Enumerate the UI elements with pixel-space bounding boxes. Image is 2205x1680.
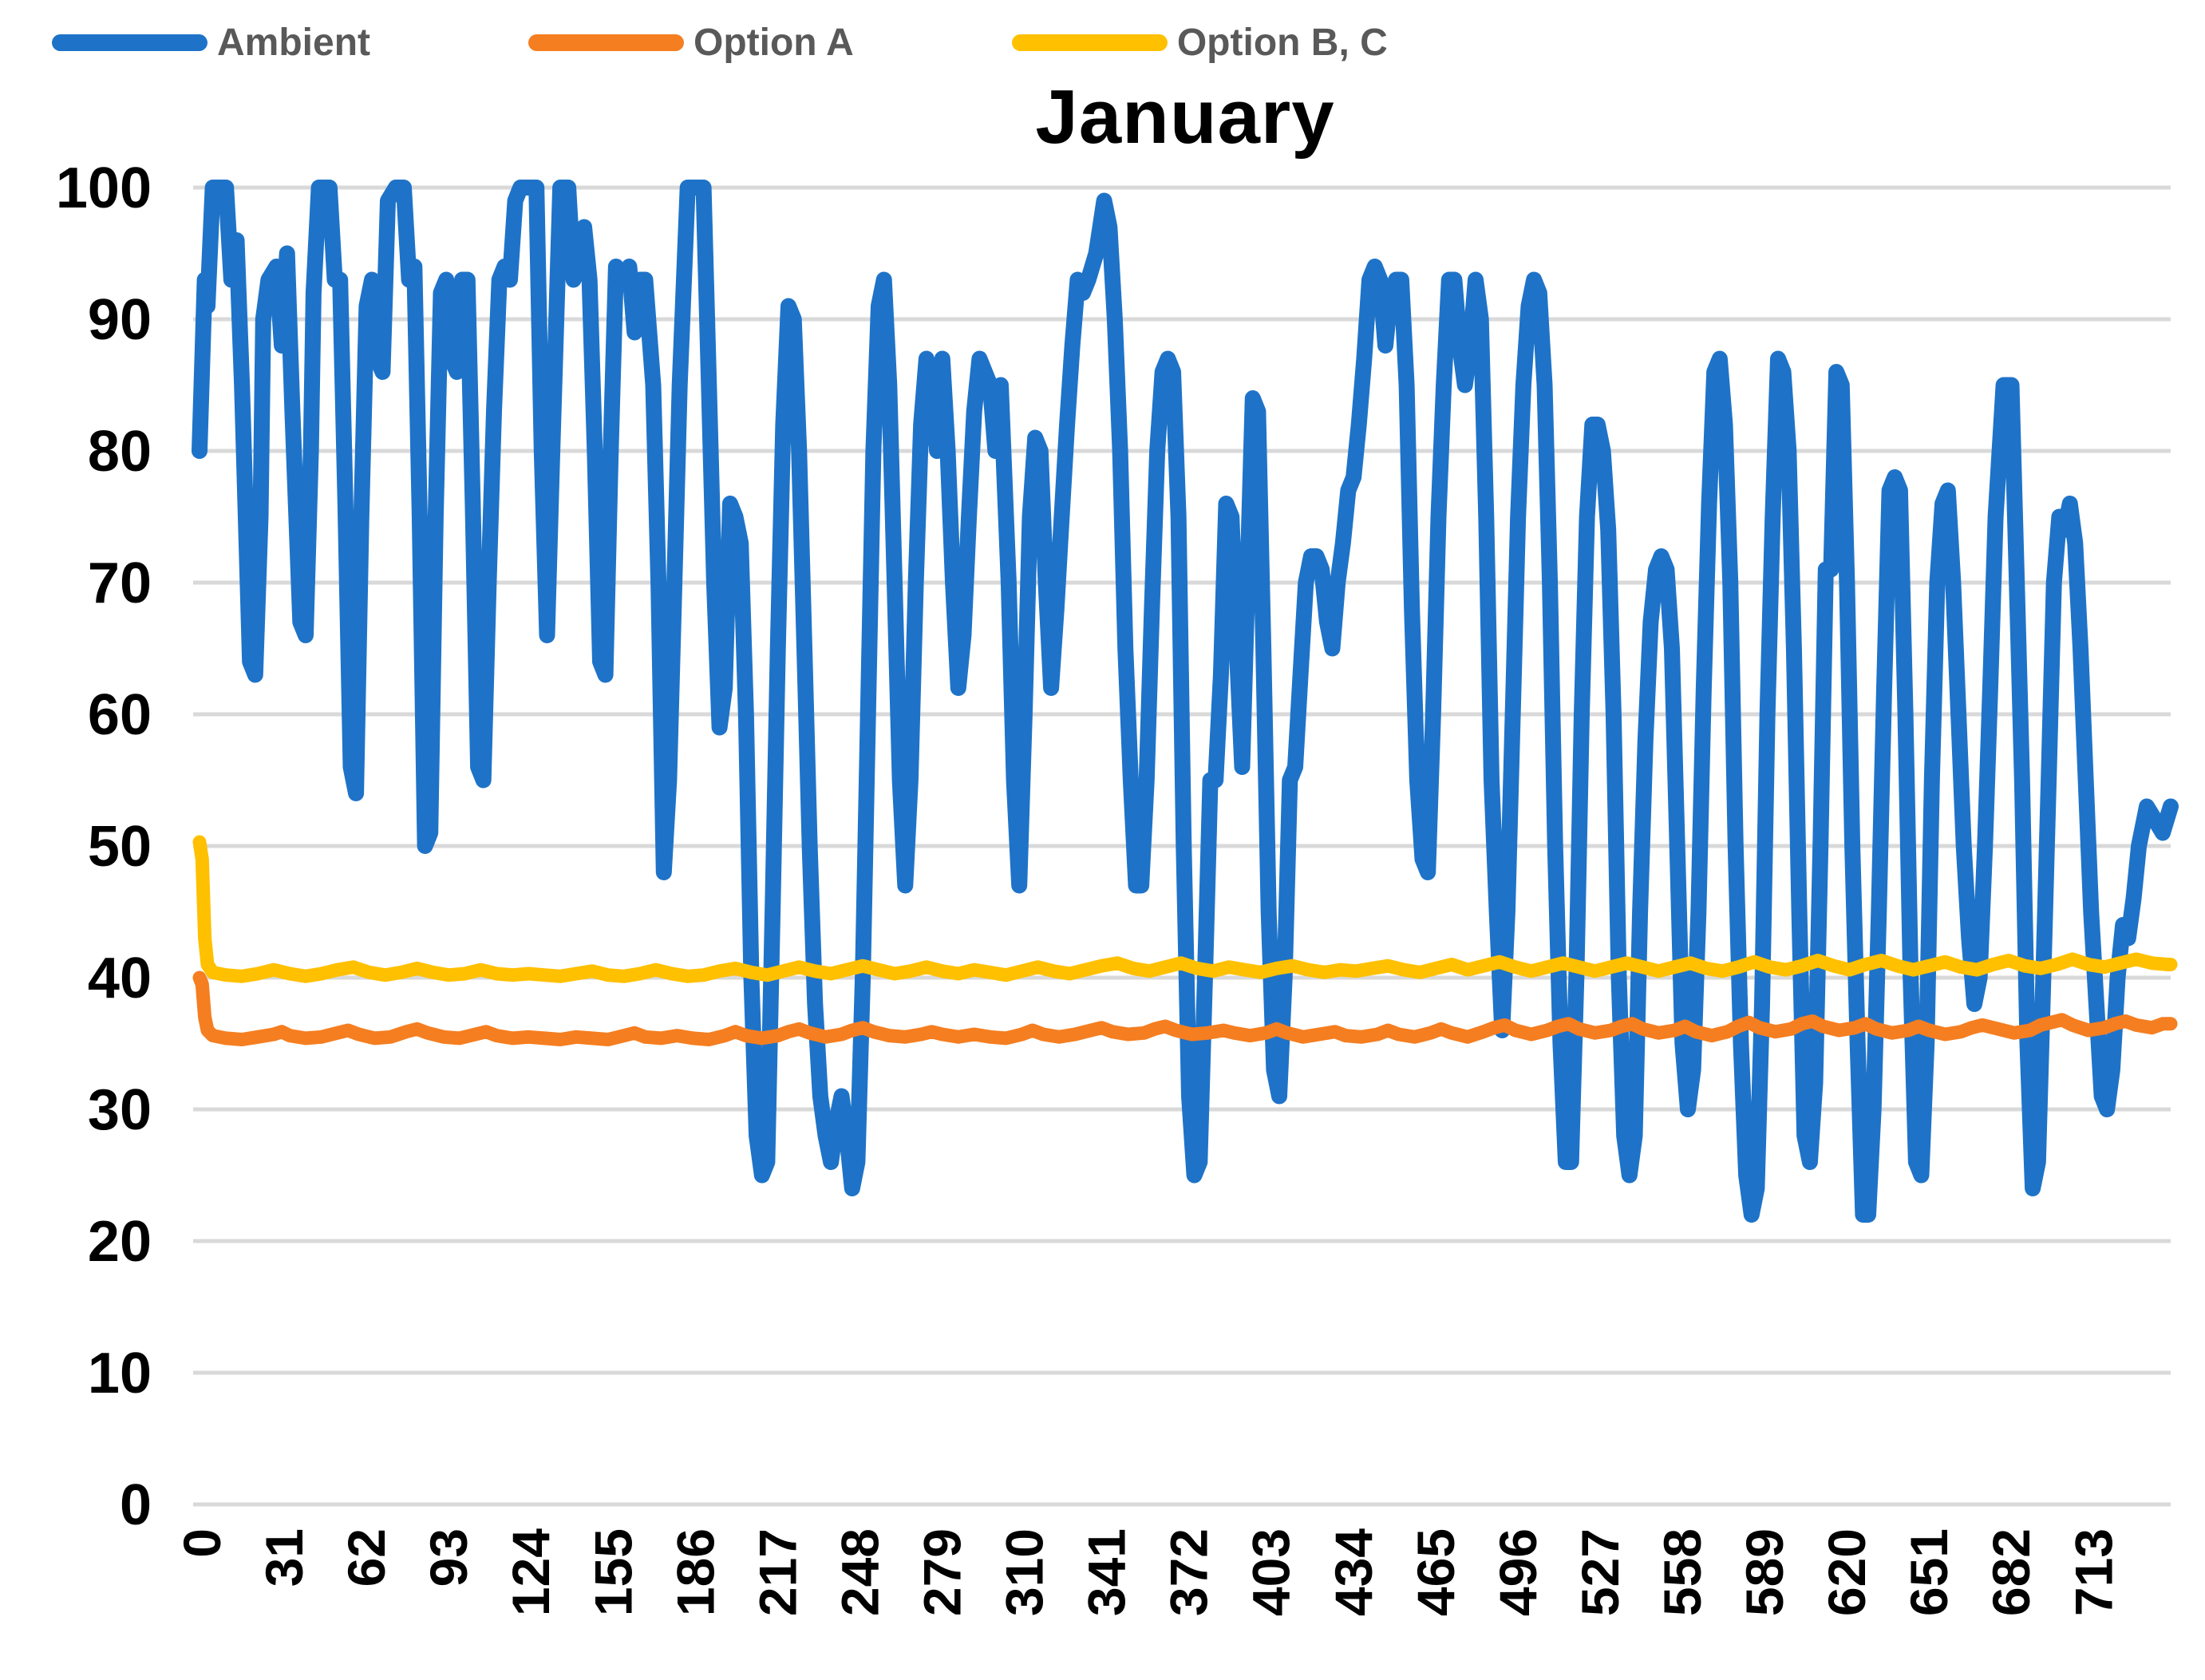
- legend-swatch-option-a: [528, 34, 684, 51]
- legend-swatch-ambient: [52, 34, 207, 51]
- x-tick-label-248: 248: [830, 1528, 889, 1616]
- y-tick-label-10: 10: [88, 1342, 152, 1405]
- x-tick-label-496: 496: [1488, 1528, 1547, 1616]
- series-line-option-a: [192, 970, 2178, 1046]
- legend-swatch-option-bc: [1011, 34, 1168, 51]
- y-tick-label-40: 40: [88, 947, 152, 1010]
- x-tick-label-651: 651: [1899, 1528, 1958, 1616]
- x-tick-label-155: 155: [583, 1528, 642, 1616]
- x-tick-label-186: 186: [666, 1528, 725, 1616]
- legend-item-option-bc[interactable]: Option B, C: [1011, 21, 1388, 65]
- y-tick-label-50: 50: [88, 815, 152, 879]
- legend-item-ambient[interactable]: Ambient: [52, 21, 370, 65]
- y-tick-label-0: 0: [120, 1473, 152, 1537]
- x-tick-label-465: 465: [1406, 1528, 1465, 1616]
- legend-label-option-bc: Option B, C: [1176, 22, 1388, 64]
- chart-title: January: [1035, 74, 1335, 160]
- x-tick-label-713: 713: [2064, 1528, 2123, 1616]
- x-tick-label-372: 372: [1160, 1528, 1219, 1616]
- x-tick-label-558: 558: [1653, 1528, 1712, 1616]
- x-tick-label-217: 217: [748, 1528, 807, 1616]
- series-line-option-b-c: [192, 835, 2178, 983]
- x-tick-label-0: 0: [172, 1528, 231, 1558]
- y-tick-label-30: 30: [88, 1078, 152, 1142]
- y-tick-label-60: 60: [88, 683, 152, 747]
- x-tick-label-403: 403: [1242, 1528, 1301, 1616]
- x-tick-label-682: 682: [1982, 1528, 2041, 1616]
- x-tick-label-620: 620: [1817, 1528, 1876, 1616]
- x-tick-label-62: 62: [337, 1528, 396, 1587]
- y-tick-label-80: 80: [88, 420, 152, 484]
- x-tick-label-527: 527: [1571, 1528, 1630, 1616]
- legend-item-option-a[interactable]: Option A: [528, 21, 854, 65]
- x-tick-label-279: 279: [912, 1528, 971, 1616]
- y-tick-label-20: 20: [88, 1210, 152, 1274]
- x-tick-label-31: 31: [255, 1528, 314, 1587]
- x-tick-label-589: 589: [1735, 1528, 1794, 1616]
- x-tick-label-434: 434: [1324, 1528, 1383, 1616]
- x-tick-label-310: 310: [995, 1528, 1054, 1616]
- chart-legend: Ambient Option A Option B, C: [52, 21, 1388, 65]
- x-tick-label-341: 341: [1077, 1528, 1136, 1616]
- y-tick-label-100: 100: [56, 156, 152, 220]
- y-tick-label-90: 90: [88, 288, 152, 352]
- legend-label-option-a: Option A: [694, 22, 854, 64]
- x-tick-label-124: 124: [501, 1528, 560, 1616]
- y-tick-label-70: 70: [88, 551, 152, 615]
- legend-label-ambient: Ambient: [217, 22, 370, 64]
- x-tick-label-93: 93: [419, 1528, 478, 1587]
- series-line-ambient: [192, 180, 2179, 1223]
